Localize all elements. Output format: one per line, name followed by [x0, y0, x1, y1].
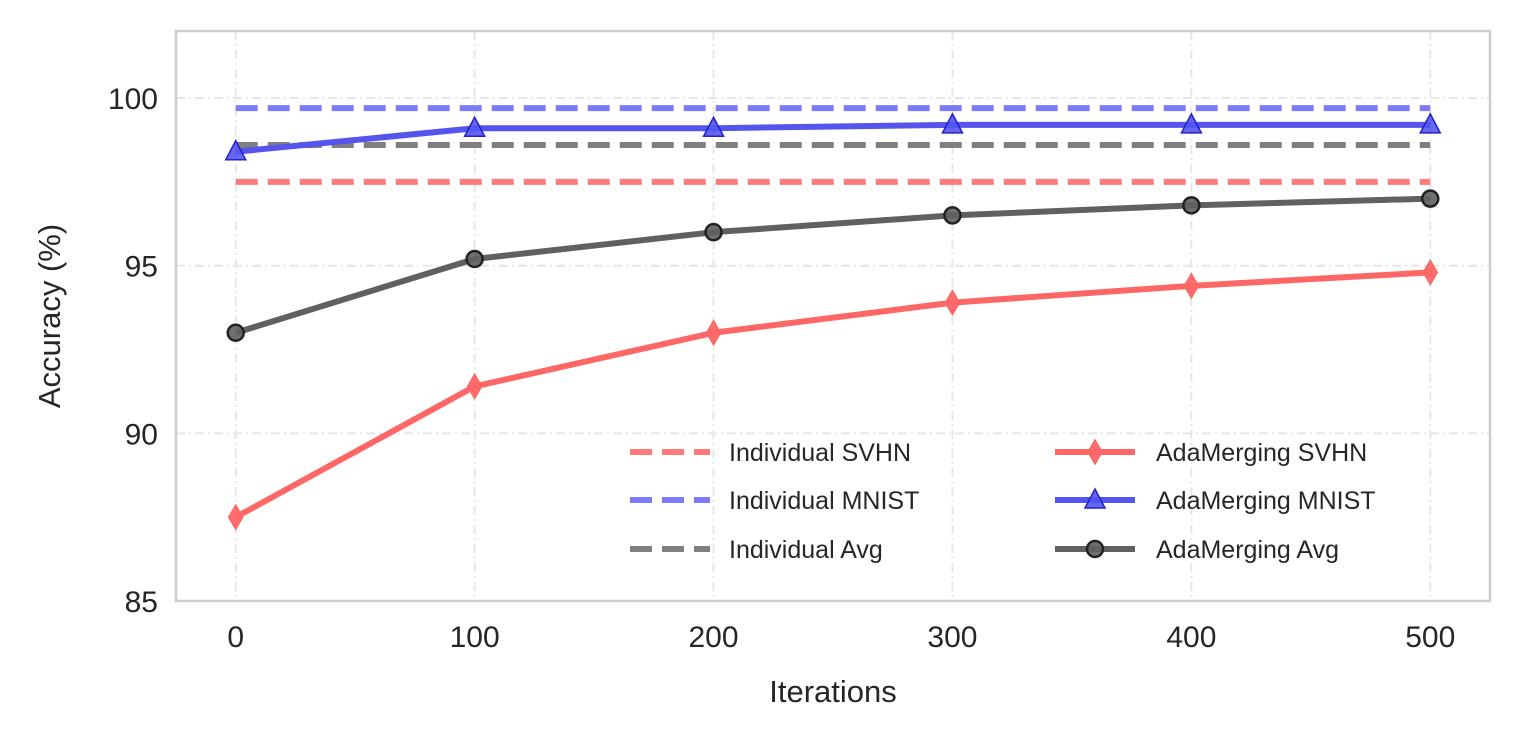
legend-label: AdaMerging Avg — [1156, 536, 1339, 564]
x-axis-label: Iterations — [769, 674, 897, 709]
series-layer — [224, 105, 1442, 531]
legend-swatch-marker — [1087, 438, 1103, 466]
y-tick-label: 90 — [125, 418, 158, 451]
data-point-marker — [1180, 112, 1203, 134]
series-line — [235, 121, 1431, 155]
y-tick-label: 95 — [125, 251, 158, 284]
x-tick-label: 100 — [450, 621, 500, 654]
legend-item: AdaMerging Avg — [1055, 536, 1339, 564]
data-point-marker — [941, 112, 964, 134]
data-point-marker — [463, 115, 486, 137]
data-point-marker — [226, 323, 245, 343]
legend-label: AdaMerging MNIST — [1156, 487, 1376, 515]
data-point-marker — [1421, 189, 1440, 208]
plot-area-frame — [174, 29, 1492, 603]
data-point-marker — [944, 289, 961, 317]
data-point-marker — [465, 249, 484, 269]
series-4 — [224, 112, 1442, 161]
y-tick-labels: 85 90 95 100 — [108, 83, 158, 619]
data-point-marker — [466, 372, 483, 400]
legend-item: AdaMerging SVHN — [1055, 438, 1367, 467]
legend-swatch-marker — [1085, 539, 1105, 559]
legend-label: AdaMerging SVHN — [1156, 439, 1367, 467]
data-point-marker — [1183, 272, 1200, 300]
series-5 — [226, 189, 1440, 343]
data-point-marker — [705, 319, 722, 347]
series-3 — [227, 258, 1439, 531]
x-tick-labels: 0 100 200 300 400 500 — [227, 621, 1455, 654]
x-tick-label: 300 — [927, 621, 977, 654]
legend-item: Individual Avg — [630, 536, 883, 564]
series-line — [234, 269, 1431, 520]
data-point-marker — [227, 503, 244, 531]
data-point-marker — [224, 139, 247, 161]
series-line — [234, 195, 1431, 336]
data-point-marker — [1182, 196, 1201, 215]
legend-label: Individual Avg — [729, 536, 883, 564]
data-point-marker — [704, 222, 723, 242]
legend-label: Individual SVHN — [729, 439, 911, 467]
data-point-marker — [702, 115, 725, 137]
data-point-marker — [1422, 258, 1439, 286]
x-tick-label: 400 — [1166, 621, 1216, 654]
y-axis-label: Accuracy (%) — [32, 224, 67, 408]
x-tick-label: 0 — [227, 621, 244, 654]
legend-item: Individual SVHN — [630, 439, 911, 467]
x-tick-label: 500 — [1405, 621, 1455, 654]
legend-swatch-marker — [1083, 487, 1107, 509]
legend-item: Individual MNIST — [630, 487, 919, 515]
x-tick-label: 200 — [689, 621, 739, 654]
y-tick-label: 100 — [108, 83, 158, 116]
y-tick-label: 85 — [125, 586, 158, 619]
legend-item: AdaMerging MNIST — [1055, 487, 1376, 515]
data-point-marker — [1419, 112, 1442, 134]
legend-label: Individual MNIST — [729, 487, 919, 515]
legend: Individual SVHN Individual MNIST Individua… — [630, 438, 1376, 564]
data-point-marker — [943, 206, 962, 225]
